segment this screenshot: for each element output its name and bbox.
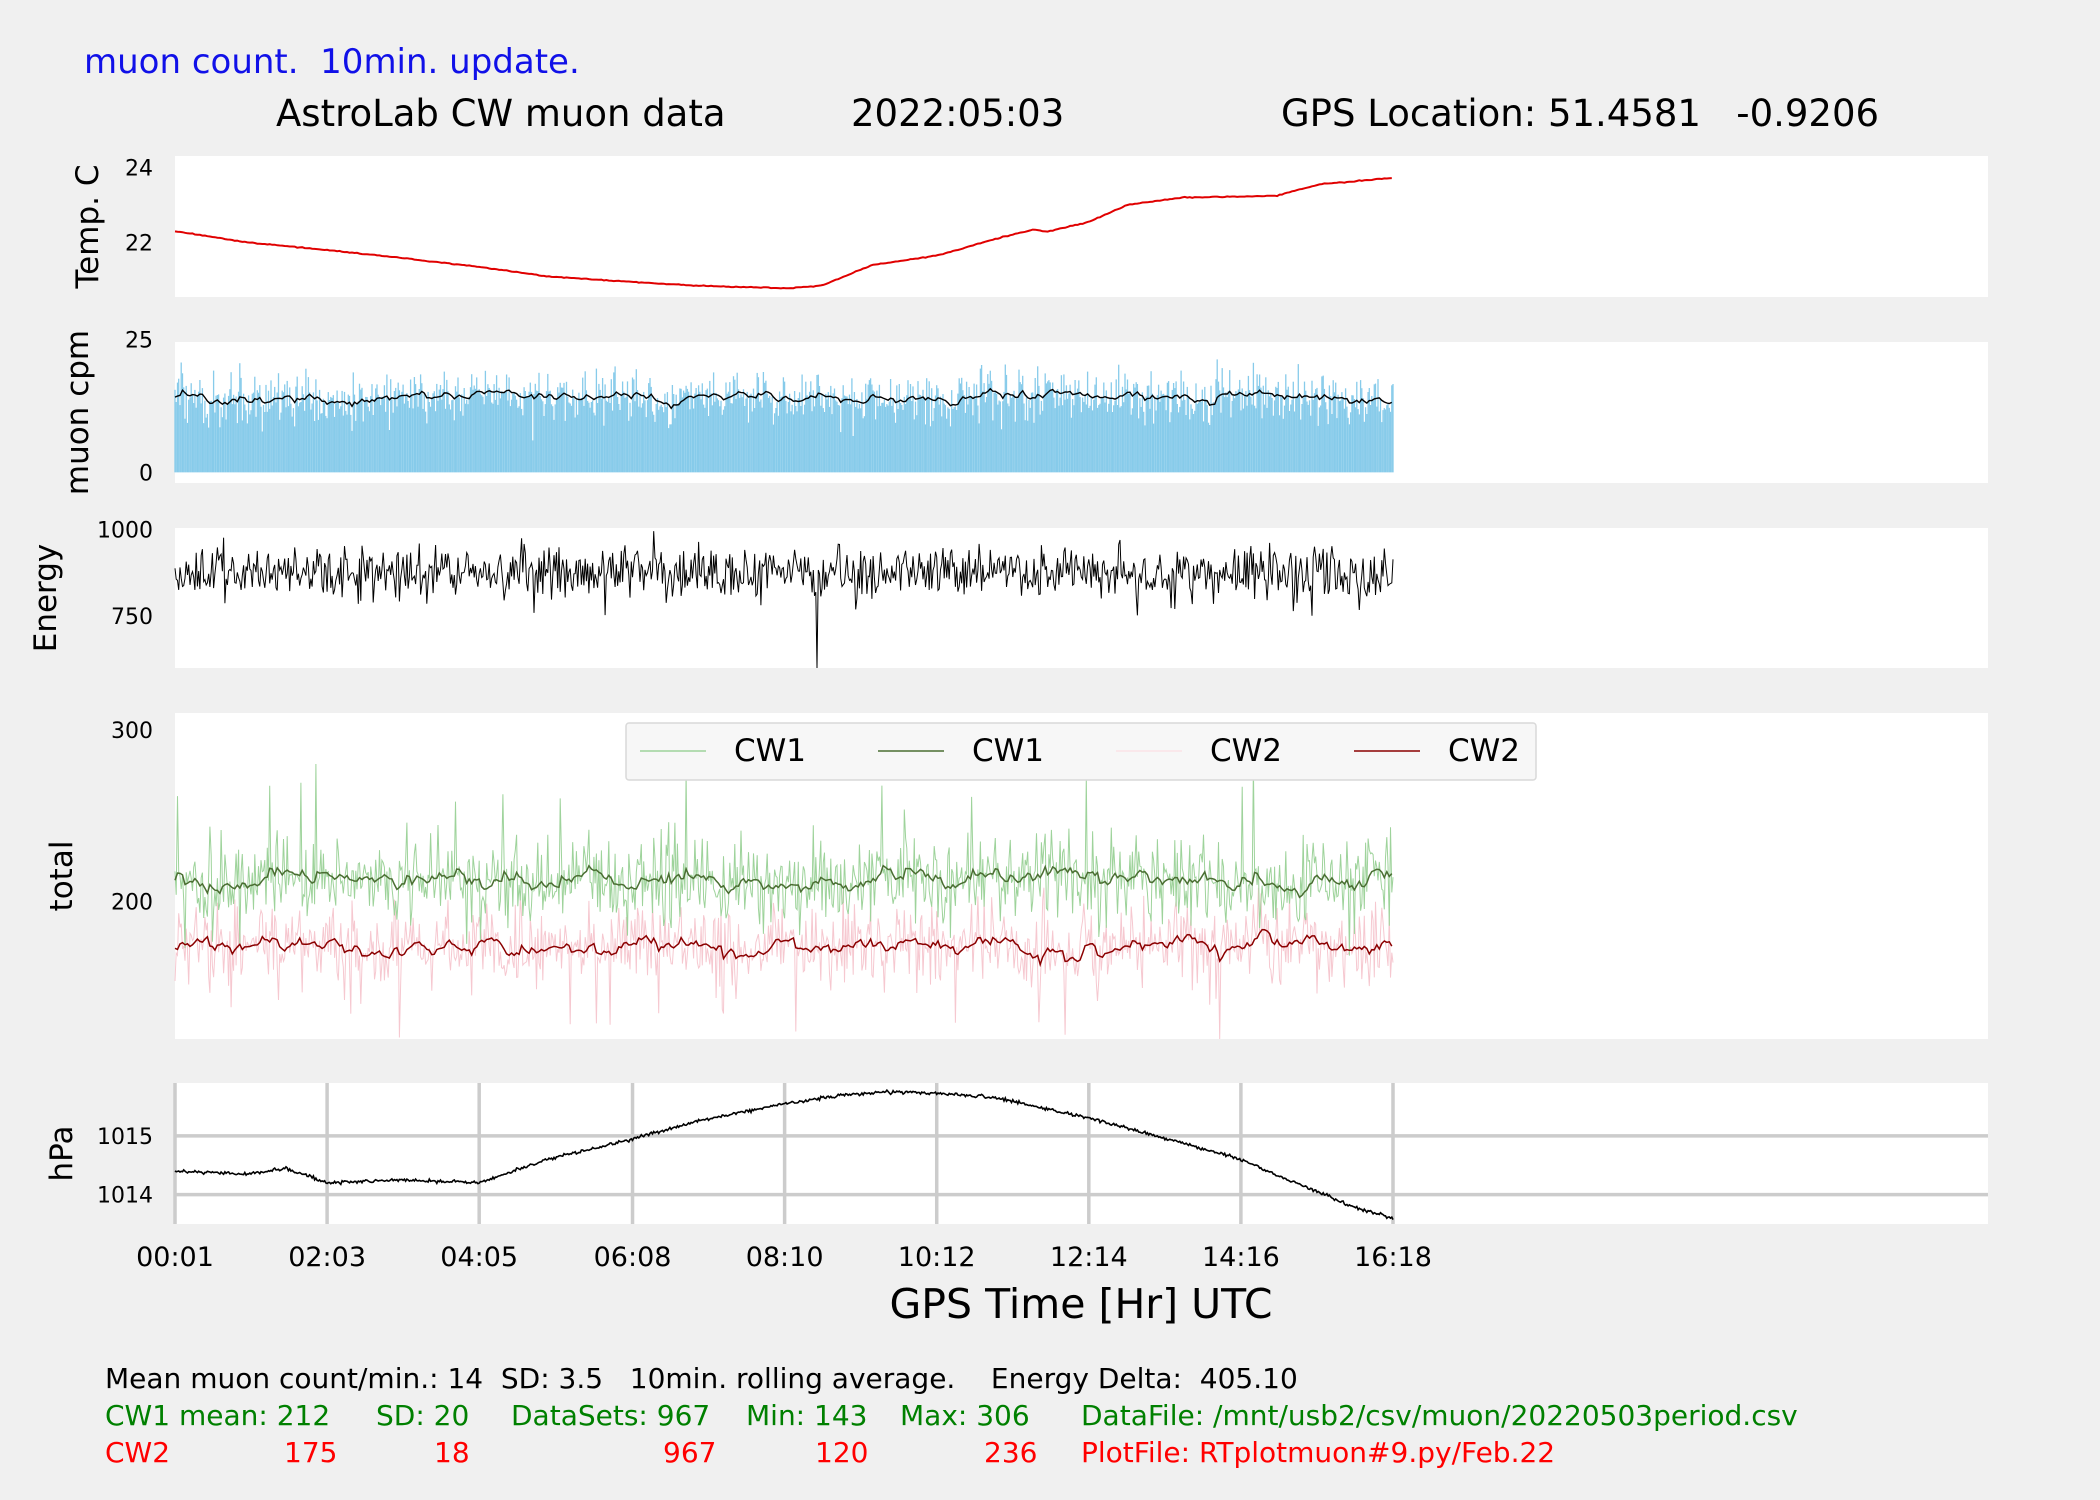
cw1-raw-line	[174, 763, 1394, 956]
y-tick-label: 24	[125, 156, 153, 181]
y-tick-label: 0	[139, 461, 153, 486]
x-tick-label: 10:12	[898, 1242, 976, 1273]
footer-cw2-min: 120	[815, 1436, 869, 1469]
chart-date: 2022:05:03	[851, 92, 1065, 135]
legend-label: CW2	[1448, 733, 1520, 769]
x-tick-label: 16:18	[1354, 1242, 1432, 1273]
footer-cw2-mean: 175	[284, 1436, 338, 1469]
cw2-average-line	[174, 928, 1393, 968]
legend-label: CW2	[1210, 733, 1282, 769]
legend-label: CW1	[734, 733, 806, 769]
x-tick-label: 06:08	[594, 1242, 672, 1273]
footer-summary: Mean muon count/min.: 14 SD: 3.5 10min. …	[105, 1362, 1298, 1395]
footer-cw2-datasets: 967	[663, 1436, 717, 1469]
update-note: muon count. 10min. update.	[84, 42, 580, 82]
chart-title: AstroLab CW muon data	[276, 92, 726, 135]
footer-cw1-datasets: DataSets: 967	[511, 1399, 711, 1432]
x-tick-label: 08:10	[746, 1242, 824, 1273]
y-tick-label: 1000	[97, 519, 153, 544]
legend-label: CW1	[972, 733, 1044, 769]
footer-cw1-max: Max: 306	[900, 1399, 1030, 1432]
x-tick-label: 00:01	[136, 1242, 214, 1273]
y-axis-label: total	[44, 841, 80, 912]
legend-box	[625, 722, 1537, 781]
y-axis-label: Temp. C	[70, 165, 106, 290]
footer-datafile: DataFile: /mnt/usb2/csv/muon/20220503per…	[1081, 1399, 1798, 1432]
muon-rolling-average	[174, 387, 1393, 410]
cw2-raw-line	[174, 887, 1394, 1040]
x-tick-label: 12:14	[1050, 1242, 1128, 1273]
footer-cw2-max: 236	[984, 1436, 1038, 1469]
y-tick-label: 22	[125, 231, 153, 256]
footer-cw2-sd: 18	[434, 1436, 470, 1469]
footer-plotfile: PlotFile: RTplotmuon#9.py/Feb.22	[1081, 1436, 1556, 1469]
y-axis-label: hPa	[44, 1126, 80, 1182]
y-tick-label: 300	[111, 719, 153, 744]
plot-area-5	[175, 1083, 1988, 1224]
footer-cw1-min: Min: 143	[746, 1399, 868, 1432]
x-tick-label: 04:05	[440, 1242, 518, 1273]
energy-line	[174, 531, 1394, 669]
y-tick-label: 1015	[97, 1125, 153, 1150]
gps-location: GPS Location: 51.4581 -0.9206	[1281, 92, 1880, 135]
pressure-line	[174, 1088, 1394, 1220]
y-tick-label: 200	[111, 891, 153, 916]
y-tick-label: 1014	[97, 1184, 153, 1209]
plot-area-3	[175, 528, 1988, 668]
footer-cw1-sd: SD: 20	[376, 1399, 470, 1432]
muon-bars	[174, 359, 1394, 473]
grid	[173, 1083, 1988, 1224]
y-tick-label: 25	[125, 328, 153, 353]
legend: CW1 CW1 CW2 CW2	[625, 722, 1537, 781]
footer-cw1-mean: CW1 mean: 212	[105, 1399, 331, 1432]
footer-cw2-label: CW2	[105, 1436, 171, 1469]
temperature-line	[174, 177, 1392, 290]
y-axis-label: muon cpm	[60, 330, 96, 495]
y-tick-label: 750	[111, 605, 153, 630]
plot-area-1	[175, 156, 1988, 297]
y-axis-label: Energy	[28, 544, 64, 653]
x-tick-label: 02:03	[288, 1242, 366, 1273]
x-axis-label: GPS Time [Hr] UTC	[890, 1280, 1273, 1328]
x-tick-label: 14:16	[1202, 1242, 1280, 1273]
cw1-average-line	[174, 864, 1393, 899]
